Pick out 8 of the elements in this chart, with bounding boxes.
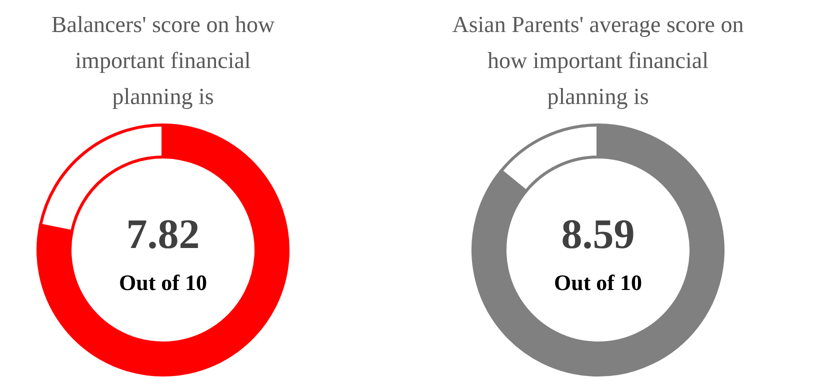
text: Out of 10 [119, 270, 207, 295]
text: 7.82 [126, 212, 200, 258]
chart-title: Asian Parents' average score on how important financial planning is [452, 12, 744, 109]
text: 8.59 [561, 212, 635, 258]
text: Out of 10 [554, 270, 642, 295]
donut-slice [472, 124, 724, 376]
chart-title: Balancers' score on how important financial planning is [51, 12, 275, 109]
donut-slice [36, 124, 290, 376]
